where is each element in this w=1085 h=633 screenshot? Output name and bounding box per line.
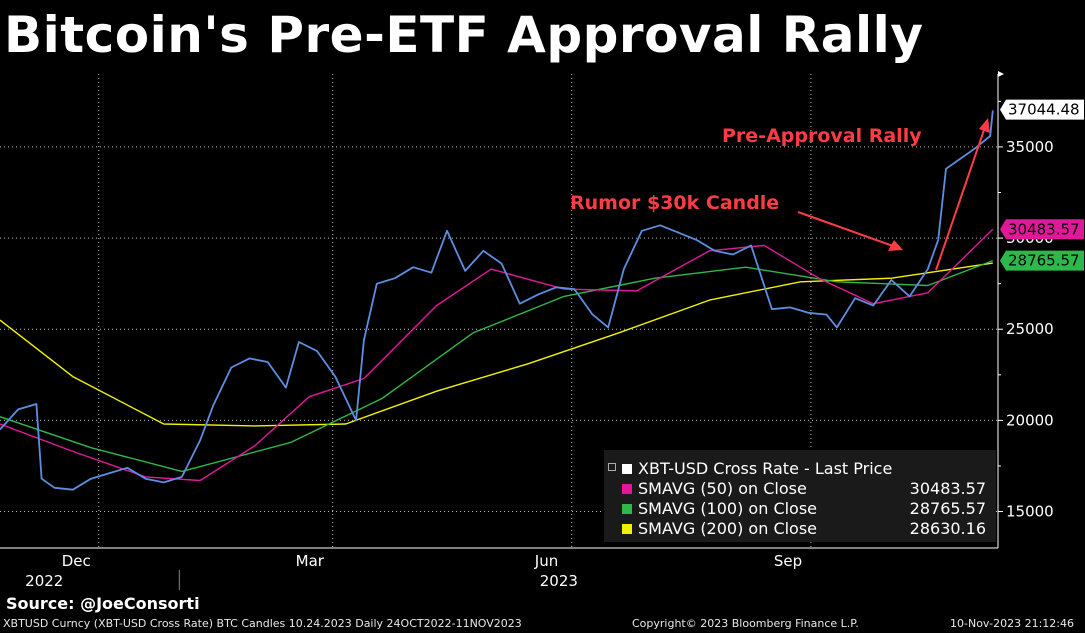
- rally-arrow-line: [935, 129, 985, 271]
- y-tick-label: 25000: [1006, 320, 1054, 338]
- source-credit: Source: @JoeConsorti: [6, 594, 200, 613]
- chart-title: Bitcoin's Pre-ETF Approval Rally: [4, 6, 924, 64]
- y-axis-arrow-icon: [998, 71, 1004, 77]
- legend-item-sma50: SMAVG (50) on Close 30483.57: [622, 479, 986, 499]
- sma-line-3: [0, 262, 993, 427]
- legend-swatch-icon: [622, 504, 632, 514]
- year-label: 2022: [25, 572, 63, 590]
- legend-item-sma200: SMAVG (200) on Close 28630.16: [622, 519, 986, 539]
- footer-timestamp: 10-Nov-2023 21:12:46: [950, 617, 1075, 630]
- legend-item-sma100: SMAVG (100) on Close 28765.57: [622, 499, 986, 519]
- legend-swatch-icon: [622, 484, 632, 494]
- x-tick-label: Jun: [534, 552, 558, 570]
- sma-line-1: [0, 228, 994, 482]
- price-line: [0, 110, 994, 491]
- rumor-arrow-line: [797, 211, 894, 247]
- legend-swatch-icon: [622, 524, 632, 534]
- price-tag-label: 30483.57: [1008, 220, 1080, 238]
- annotation-pre-approval-rally: Pre-Approval Rally: [722, 125, 922, 147]
- legend-swatch-icon: [622, 464, 632, 474]
- price-tag: [1000, 250, 1084, 271]
- sma-line-2: [0, 259, 994, 473]
- y-tick-label: 15000: [1006, 503, 1054, 521]
- price-tag-label: 28765.57: [1008, 252, 1080, 270]
- legend-item-price: XBT-USD Cross Rate - Last Price: [622, 459, 986, 479]
- annotation-rumor-candle: Rumor $30k Candle: [570, 192, 779, 214]
- chart-legend: XBT-USD Cross Rate - Last Price SMAVG (5…: [604, 450, 996, 542]
- year-label: 2023: [540, 572, 578, 590]
- price-tag-label: 37044.48: [1008, 101, 1080, 119]
- legend-collapse-icon[interactable]: [608, 463, 616, 471]
- y-tick-label: 20000: [1006, 411, 1054, 429]
- x-tick-label: Mar: [296, 552, 325, 570]
- rally-arrowhead-icon: [979, 118, 990, 133]
- x-tick-label: Sep: [774, 552, 802, 570]
- price-tag: [1000, 99, 1084, 120]
- footer-ticker-info: XBTUSD Curncy (XBT-USD Cross Rate) BTC C…: [3, 617, 522, 630]
- price-tag: [1000, 219, 1084, 240]
- y-tick-label: 35000: [1006, 138, 1054, 156]
- x-tick-label: Dec: [62, 552, 91, 570]
- footer-copyright: Copyright© 2023 Bloomberg Finance L.P.: [632, 617, 859, 630]
- rumor-arrowhead-icon: [888, 240, 903, 251]
